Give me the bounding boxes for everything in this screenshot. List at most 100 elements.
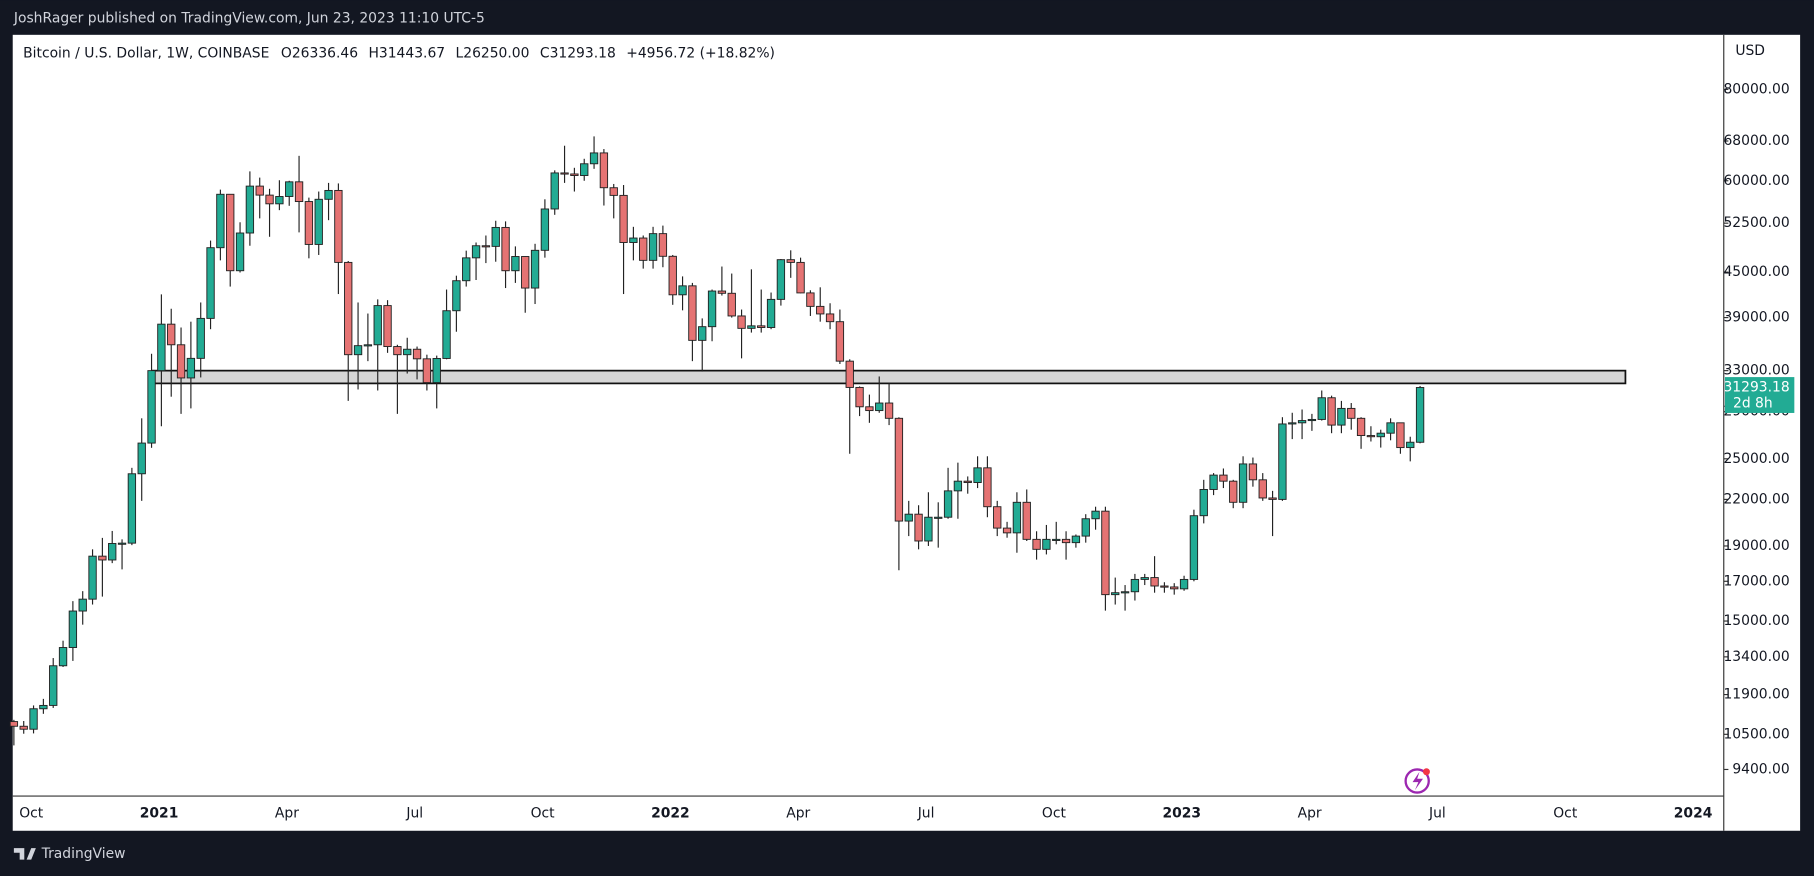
candle-body [108, 543, 117, 561]
y-tick-label: 9400.00 [1732, 761, 1789, 777]
candle-body [265, 194, 274, 205]
candle-body [442, 310, 451, 359]
y-tick-label: 19000.00 [1723, 538, 1789, 554]
candle-body [835, 321, 845, 362]
candle-body [688, 285, 697, 341]
candle-body [983, 467, 992, 508]
candle-body [884, 402, 894, 419]
candle-body [580, 163, 589, 176]
y-tick-label: 10500.00 [1723, 726, 1789, 742]
candle-body [432, 357, 441, 384]
candle-body [49, 665, 58, 706]
candle-body [1091, 510, 1100, 520]
x-tick-label: Apr [275, 805, 299, 821]
y-tick-label: 68000.00 [1723, 133, 1789, 149]
candle-body [452, 280, 461, 312]
candle-body [1307, 418, 1317, 422]
candle-body [973, 467, 982, 484]
candle-body [245, 185, 255, 234]
candle-body [235, 232, 245, 272]
candle-body [1278, 423, 1287, 500]
y-tick-label: 15000.00 [1723, 613, 1789, 629]
candle-body [737, 315, 746, 329]
candle-body [530, 249, 540, 289]
x-tick-label: Jul [405, 805, 423, 821]
candle-body [707, 290, 717, 328]
candle-body [275, 196, 284, 205]
x-tick-label: Jul [917, 805, 935, 821]
candle-body [875, 402, 884, 412]
candle-body [206, 247, 215, 319]
candle-body [167, 323, 176, 346]
tv-logo [13, 848, 36, 860]
candle-body [943, 490, 953, 518]
candle-body [845, 360, 854, 388]
candle-body [776, 259, 786, 300]
candle-body [1061, 538, 1071, 544]
candle-body [294, 181, 304, 203]
candle-body [747, 325, 756, 329]
candle-body [894, 417, 904, 522]
candle-body [1396, 422, 1405, 449]
symbol-title: Bitcoin / U.S. Dollar, 1W, COINBASE [23, 45, 269, 61]
candle-body [363, 344, 373, 347]
x-tick-label: Oct [19, 805, 44, 821]
candle-body [412, 348, 422, 360]
candle-body [570, 173, 579, 176]
candle-body [1327, 397, 1336, 426]
candle-body [511, 256, 520, 272]
candle-body [639, 237, 648, 261]
candle-body [1081, 518, 1090, 537]
candle-body [186, 357, 196, 379]
candle-body [1042, 538, 1051, 550]
y-tick-label: 52500.00 [1723, 215, 1789, 231]
candle-body [353, 345, 363, 356]
candle-body [1347, 407, 1356, 419]
candle-body [914, 513, 923, 542]
candle-body [560, 172, 569, 175]
candle-body [1386, 422, 1395, 434]
candle-body [462, 257, 471, 282]
candle-body [1356, 417, 1366, 437]
candle-body [855, 386, 864, 408]
candle-body [993, 506, 1002, 529]
candle-body [924, 516, 933, 542]
candle-body [1297, 420, 1307, 424]
chart-area [12, 34, 1801, 831]
last-price-box [1724, 377, 1795, 413]
candle-body [934, 516, 943, 519]
candle-body [1415, 387, 1425, 443]
candle-body [285, 181, 294, 197]
y-tick-label: 33000.00 [1723, 363, 1789, 379]
y-tick-label: 25000.00 [1723, 451, 1789, 467]
candle-body [98, 555, 107, 561]
candle-body [786, 259, 795, 263]
candle-body [127, 473, 137, 544]
candle-body [678, 285, 687, 296]
y-tick-label: 13400.00 [1723, 649, 1789, 665]
candle-body [1337, 407, 1346, 426]
candle-body [609, 187, 618, 196]
candle-body [658, 233, 668, 257]
candle-body [501, 226, 510, 272]
candle-body [58, 647, 68, 667]
candle-body [1219, 474, 1228, 482]
x-tick-label: 2021 [140, 805, 179, 821]
y-tick-label: 60000.00 [1723, 173, 1789, 189]
candle-body [540, 208, 550, 251]
y-tick-label: 22000.00 [1723, 491, 1789, 507]
x-tick-label: Oct [1042, 805, 1067, 821]
candle-body [1229, 480, 1238, 503]
candle-body [806, 292, 815, 307]
candle-body [1032, 538, 1041, 550]
candle-body [157, 323, 166, 372]
brand: TradingView [41, 846, 126, 862]
candle-body [29, 708, 38, 730]
candle-body [422, 358, 432, 384]
candle-body [1248, 463, 1258, 481]
ohlc-value: H31443.67 [368, 45, 445, 61]
candle-body [1052, 538, 1061, 541]
candle-body [1288, 422, 1297, 425]
